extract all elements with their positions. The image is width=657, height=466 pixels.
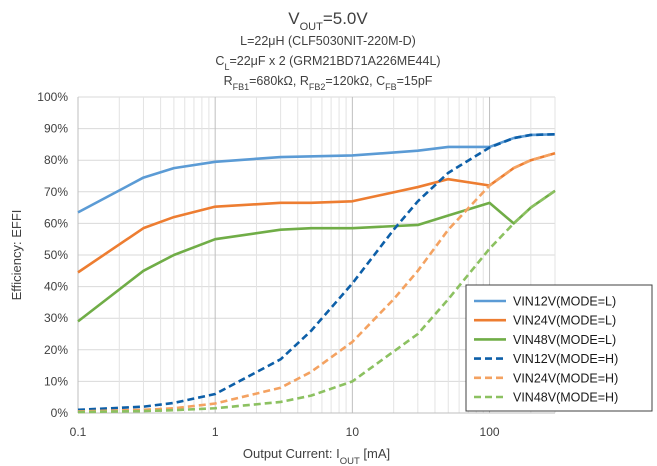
series-line-4 [77,152,556,413]
axis-ticks: 0% 10% 20% 30% 40% 50% 60% 70% 80% 90% 100% 0.1 1 10 1… [37,90,500,439]
subscript-text: OUT [300,21,324,33]
y-tick-label: 20% [44,343,68,357]
text-part: =5.0V [323,9,369,28]
legend-box [465,284,653,412]
y-axis-title: Efficiency: EFFI [9,210,24,301]
series-group [77,132,556,414]
chart-subtitle-line: L=22μH (CLF5030NIT-220M-D) [240,34,416,48]
y-tick-label: 10% [44,374,68,388]
series-line-2 [77,189,556,323]
x-tick-label: 0.1 [70,425,87,439]
y-tick-label: 100% [37,90,68,104]
text-part: C [215,54,224,68]
legend-label: VIN12V(MODE=H) [513,352,618,366]
x-tick-label: 10 [346,425,360,439]
x-axis-title: Output Current: IOUT [mA] [243,446,390,466]
text-part: [mA] [360,446,390,461]
subscript-text: FB1 [233,82,250,92]
text-part: V [288,9,300,28]
chart-title-group: VOUT=5.0VL=22μH (CLF5030NIT-220M-D)CL=22… [215,9,440,92]
chart-subtitle-line: CL=22μF x 2 (GRM21BD71A226ME44L) [215,54,440,72]
chart-subtitle-line: RFB1=680kΩ, RFB2=120kΩ, CFB=15pF [224,74,433,92]
legend-label: VIN12V(MODE=L) [513,295,616,309]
y-tick-label: 90% [44,122,68,136]
legend-label: VIN24V(MODE=H) [513,371,618,385]
y-tick-label: 50% [44,248,68,262]
legend-label: VIN48V(MODE=H) [513,391,618,405]
series-line-3 [77,132,556,412]
y-tick-label: 60% [44,216,68,230]
x-tick-label: 1 [212,425,219,439]
legend-label: VIN24V(MODE=L) [513,314,616,328]
subscript-text: L [224,62,229,72]
y-tick-label: 40% [44,280,68,294]
subscript-text: FB2 [309,82,326,92]
x-tick-label: 100 [480,425,500,439]
text-part: =120kΩ, C [325,74,385,88]
text-part: Output Current: I [243,446,340,461]
text-part: L=22μH (CLF5030NIT-220M-D) [240,34,416,48]
text-part: R [224,74,233,88]
y-tick-label: 30% [44,311,68,325]
legend-label: VIN48V(MODE=L) [513,333,616,347]
text-part: =680kΩ, R [249,74,309,88]
text-part: =22μF x 2 (GRM21BD71A226ME44L) [229,54,440,68]
y-tick-label: 0% [51,406,69,420]
subscript-text: FB [385,82,397,92]
text-part: =15pF [397,74,433,88]
y-tick-label: 80% [44,153,68,167]
legend: VIN12V(MODE=L) VIN24V(MODE=L) VIN48V(MODE=… [465,284,653,412]
subscript-text: OUT [340,456,360,466]
axis-titles: Output Current: IOUT [mA] Efficiency: EFF… [9,210,390,466]
y-tick-label: 70% [44,185,68,199]
chart-title: VOUT=5.0V [288,9,368,33]
series-line-5 [77,189,556,414]
